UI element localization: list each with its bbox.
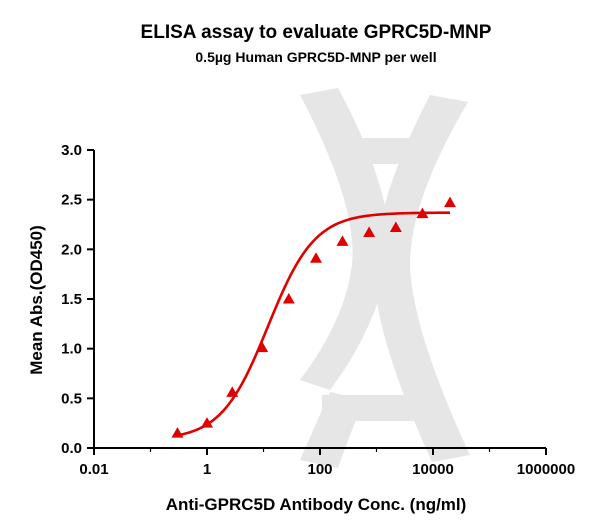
x-tick-label: 1000000 xyxy=(517,461,575,478)
fit-curve xyxy=(177,211,451,437)
data-point xyxy=(444,196,457,208)
x-tick-label: 0.01 xyxy=(79,461,108,478)
data-point xyxy=(226,386,239,397)
x-tick-label: 1 xyxy=(203,461,211,478)
y-tick-label: 1.5 xyxy=(61,291,82,308)
tick-labels: 0.0 0.5 1.0 1.5 2.0 2.5 3.0 0.01 1 100 10000 100000… xyxy=(61,142,575,478)
data-point xyxy=(256,341,269,353)
data-point xyxy=(389,221,402,232)
y-tick-label: 0.0 xyxy=(61,440,82,457)
x-tick-label: 10000 xyxy=(412,461,454,478)
fit-curve-group xyxy=(177,211,451,437)
chart-title: ELISA assay to evaluate GPRC5D-MNP xyxy=(141,22,492,43)
y-tick-label: 1.0 xyxy=(61,341,82,358)
x-axis-label: Anti-GPRC5D Antibody Conc. (ng/ml) xyxy=(166,495,467,514)
x-tick-label: 100 xyxy=(307,461,332,478)
data-point xyxy=(171,427,184,438)
y-axis-label: Mean Abs.(OD450) xyxy=(27,225,46,375)
data-point xyxy=(336,235,349,246)
y-tick-label: 2.5 xyxy=(61,192,82,209)
data-point xyxy=(310,252,323,263)
y-tick-label: 2.0 xyxy=(61,241,82,258)
data-points xyxy=(171,196,457,438)
data-point xyxy=(363,226,376,237)
data-point xyxy=(416,207,429,219)
data-point xyxy=(201,417,213,428)
chart-subtitle: 0.5µg Human GPRC5D-MNP per well xyxy=(195,49,436,65)
axes xyxy=(87,149,547,455)
watermark xyxy=(300,88,470,468)
data-point xyxy=(282,293,295,304)
y-tick-label: 3.0 xyxy=(61,142,82,159)
y-tick-label: 0.5 xyxy=(61,390,82,407)
